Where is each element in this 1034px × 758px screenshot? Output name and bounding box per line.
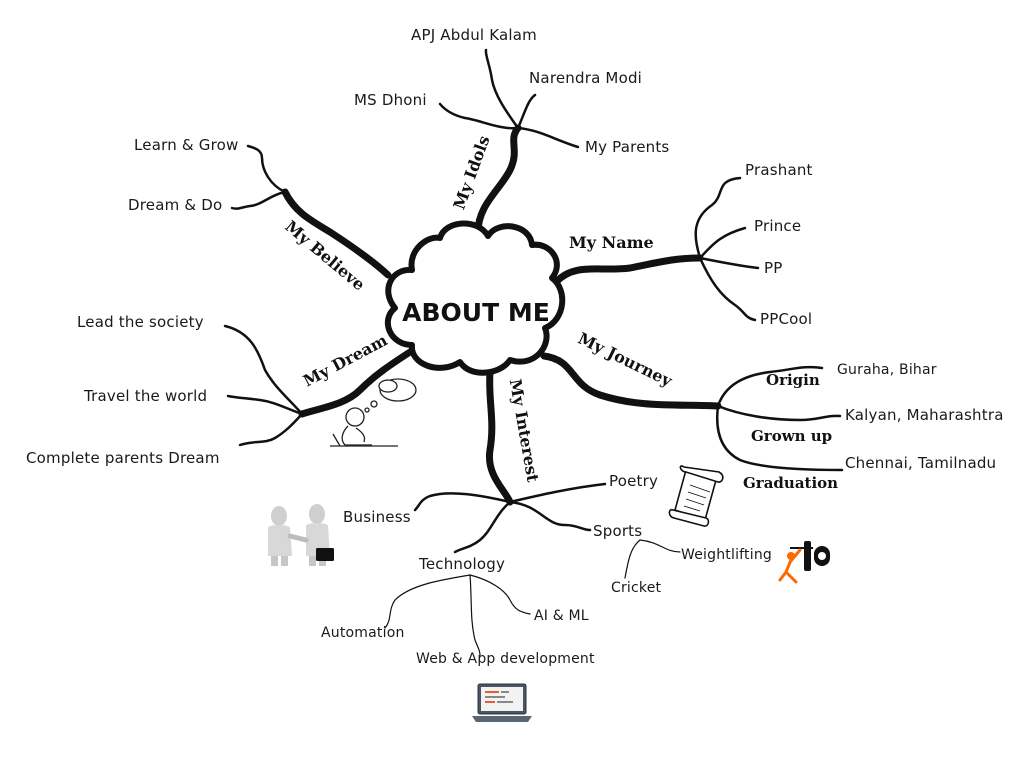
sports-line-weightlifting <box>640 540 680 552</box>
laptop-icon <box>472 684 532 722</box>
interest-line-sports <box>510 502 590 530</box>
technology-item: Automation <box>321 625 405 641</box>
idol-line-2 <box>518 95 535 128</box>
journey-place: Chennai, Tamilnadu <box>845 454 996 472</box>
interest-line-business <box>415 493 510 510</box>
believe-item: Learn & Grow <box>134 136 238 154</box>
name-item: PP <box>764 259 783 277</box>
journey-stage-label: Grown up <box>751 427 832 445</box>
center-label: ABOUT ME <box>402 298 550 327</box>
handshake-icon <box>268 504 334 566</box>
weightlifter-icon <box>780 541 830 582</box>
journey-place: Kalyan, Maharashtra <box>845 406 1004 424</box>
believe-line-1 <box>248 146 285 192</box>
name-line-3 <box>700 258 758 268</box>
believe-item: Dream & Do <box>128 196 222 214</box>
scroll-icon <box>669 466 722 526</box>
journey-stage-label: Origin <box>766 371 820 389</box>
tech-line-automation <box>385 575 470 628</box>
tech-line-ai <box>470 575 530 614</box>
idol-line-4 <box>518 128 578 147</box>
interest-item: Sports <box>593 522 642 540</box>
idol-item: My Parents <box>585 138 669 156</box>
journey-place: Guraha, Bihar <box>837 362 937 378</box>
idol-line-3 <box>440 104 518 128</box>
interest-item: Technology <box>419 555 505 573</box>
sports-line-cricket <box>625 540 640 578</box>
sports-item: Weightlifting <box>681 547 772 563</box>
dream-line-3 <box>240 414 302 445</box>
dream-item: Complete parents Dream <box>26 449 220 467</box>
technology-item: Web & App development <box>416 651 595 667</box>
journey-stage-label: Graduation <box>743 474 838 492</box>
tech-line-web <box>470 575 480 655</box>
interest-line-poetry <box>510 484 605 502</box>
name-line-1 <box>696 178 740 258</box>
thinking-person-icon <box>330 379 416 446</box>
interest-item: Poetry <box>609 472 658 490</box>
name-line-2 <box>700 228 745 258</box>
dream-item: Travel the world <box>84 387 207 405</box>
idol-item: APJ Abdul Kalam <box>411 26 537 44</box>
name-item: Prince <box>754 217 801 235</box>
believe-line-2 <box>232 192 285 209</box>
idol-item: Narendra Modi <box>529 69 642 87</box>
idol-line-1 <box>486 50 518 128</box>
center-cloud: ABOUT ME <box>388 223 562 372</box>
dream-item: Lead the society <box>77 313 204 331</box>
technology-item: AI & ML <box>534 608 589 624</box>
name-item: PPCool <box>760 310 812 328</box>
name-item: Prashant <box>745 161 813 179</box>
branch-label-name: My Name <box>569 233 654 252</box>
branch-line-name <box>556 258 700 282</box>
journey-line-2 <box>718 406 840 420</box>
idol-item: MS Dhoni <box>354 91 427 109</box>
interest-item: Business <box>343 508 411 526</box>
dream-line-2 <box>228 396 302 414</box>
interest-line-technology <box>455 502 510 552</box>
sports-item: Cricket <box>611 580 661 596</box>
